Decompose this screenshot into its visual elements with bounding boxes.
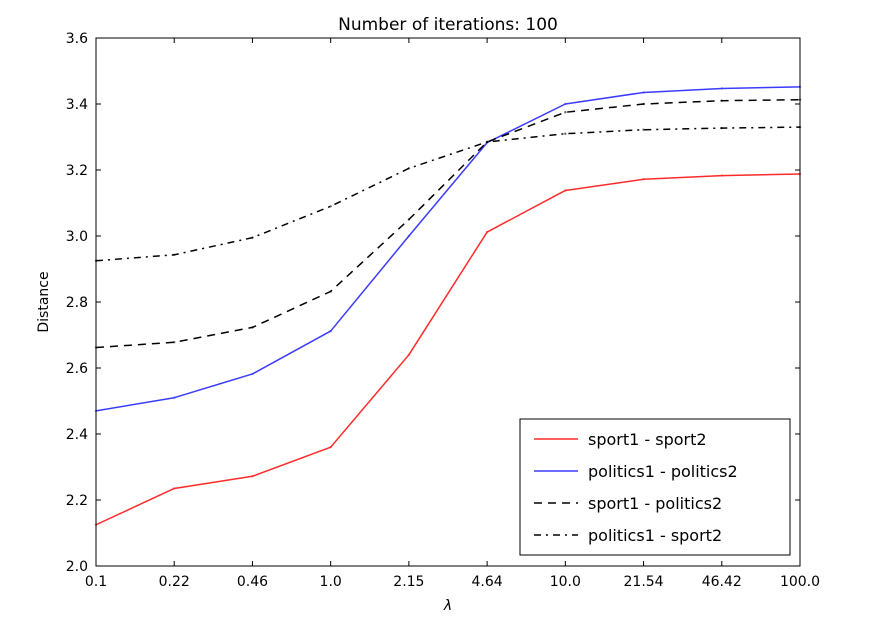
data-point-2-1 — [173, 341, 176, 344]
y-axis-label: Distance — [36, 271, 52, 332]
data-point-0-5 — [485, 230, 489, 234]
data-point-0-1 — [173, 487, 176, 490]
legend: sport1 - sport2 politics1 - politics2 spor… — [519, 418, 791, 556]
legend-label-1: politics1 - politics2 — [588, 462, 738, 481]
data-point-0-6 — [564, 189, 567, 192]
series-line-1 — [95, 86, 801, 412]
data-point-3-5 — [485, 140, 489, 144]
series-line-0 — [95, 173, 801, 526]
x-tick-label: 1.0 — [320, 574, 342, 590]
legend-label-3: politics1 - sport2 — [588, 526, 722, 545]
data-point-0-3 — [329, 446, 332, 449]
data-point-0-7 — [642, 178, 645, 181]
y-tick-label: 3.2 — [66, 163, 88, 179]
data-point-1-7 — [642, 91, 645, 94]
x-tick-label: 100.0 — [780, 574, 820, 590]
data-point-2-7 — [642, 102, 645, 106]
y-tick-label: 2.6 — [66, 361, 88, 377]
legend-label-2: sport1 - politics2 — [588, 494, 722, 513]
x-axis-label: λ — [443, 598, 452, 614]
data-point-3-8 — [720, 126, 723, 130]
x-tick-label: 0.22 — [159, 574, 190, 590]
data-point-2-2 — [251, 326, 254, 329]
data-point-0-2 — [251, 475, 254, 478]
y-tick-label: 3.0 — [66, 229, 88, 245]
data-point-1-3 — [329, 329, 332, 333]
x-tick-label: 21.54 — [624, 574, 664, 590]
chart-title: Number of iterations: 100 — [338, 15, 558, 35]
data-point-3-4 — [407, 167, 411, 170]
data-point-3-3 — [329, 205, 332, 208]
series-line-3 — [95, 126, 801, 262]
data-point-2-8 — [720, 99, 723, 102]
data-point-0-8 — [720, 174, 723, 177]
x-tick-label: 46.42 — [702, 574, 742, 590]
x-tick-label: 0.46 — [237, 574, 268, 590]
data-point-1-4 — [407, 234, 411, 238]
data-point-3-6 — [564, 132, 567, 135]
data-point-1-8 — [720, 87, 723, 90]
data-point-0-4 — [407, 353, 411, 356]
y-tick-label: 2.0 — [66, 559, 88, 575]
legend-box — [519, 418, 791, 556]
data-point-3-2 — [251, 236, 254, 239]
data-point-1-2 — [251, 372, 254, 376]
data-point-2-6 — [564, 111, 567, 114]
y-tick-label: 2.4 — [66, 427, 88, 443]
data-point-2-3 — [329, 290, 332, 293]
y-tick-label: 3.4 — [66, 97, 88, 113]
x-tick-label: 4.64 — [472, 574, 503, 590]
data-point-3-7 — [642, 128, 645, 131]
data-point-1-6 — [564, 102, 567, 106]
data-point-2-4 — [407, 218, 411, 221]
x-tick-label: 0.1 — [85, 574, 107, 590]
x-tick-label: 2.15 — [393, 574, 424, 590]
data-point-1-1 — [173, 396, 176, 399]
y-tick-label: 3.6 — [66, 31, 88, 47]
y-tick-label: 2.8 — [66, 295, 88, 311]
series-line-2 — [95, 98, 801, 349]
legend-label-0: sport1 - sport2 — [588, 430, 707, 449]
y-tick-label: 2.2 — [66, 493, 88, 509]
data-point-3-1 — [173, 253, 176, 257]
x-tick-label: 10.0 — [550, 574, 581, 590]
